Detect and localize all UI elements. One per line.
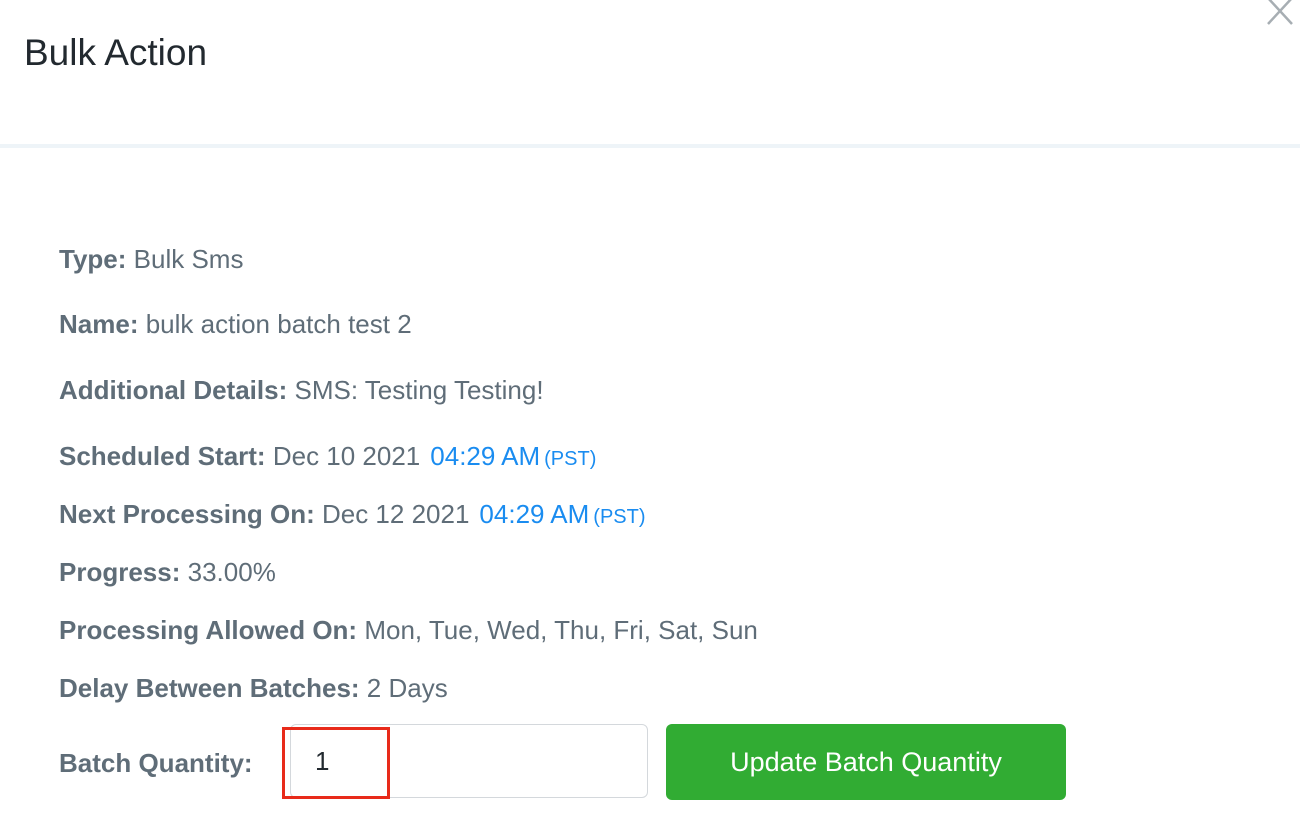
header-divider <box>0 144 1300 148</box>
allowed-on-value: Mon, Tue, Wed, Thu, Fri, Sat, Sun <box>364 615 758 645</box>
delay-value: 2 Days <box>366 673 448 703</box>
close-icon[interactable] <box>1262 0 1298 30</box>
scheduled-start-timezone: (PST) <box>544 448 597 470</box>
detail-scheduled-start: Scheduled Start: Dec 10 2021 04:29 AM (PST… <box>59 440 596 475</box>
detail-allowed-on: Processing Allowed On: Mon, Tue, Wed, Th… <box>59 614 758 646</box>
name-label: Name: <box>59 309 139 339</box>
detail-type: Type: Bulk Sms <box>59 243 243 275</box>
additional-label: Additional Details: <box>59 375 288 405</box>
type-label: Type: <box>59 244 127 274</box>
progress-label: Progress: <box>59 557 181 587</box>
scheduled-start-time: 04:29 AM <box>430 441 541 471</box>
detail-delay: Delay Between Batches: 2 Days <box>59 672 448 704</box>
batch-quantity-label: Batch Quantity: <box>59 747 253 779</box>
update-batch-quantity-button[interactable]: Update Batch Quantity <box>666 724 1066 800</box>
type-value: Bulk Sms <box>133 244 244 274</box>
detail-additional: Additional Details: SMS: Testing Testing… <box>59 374 544 406</box>
delay-label: Delay Between Batches: <box>59 673 360 703</box>
batch-quantity-label-text: Batch Quantity: <box>59 748 253 778</box>
scheduled-start-date: Dec 10 2021 <box>272 441 421 471</box>
detail-next-processing: Next Processing On: Dec 12 2021 04:29 AM(… <box>59 498 646 533</box>
batch-quantity-input[interactable]: 1 <box>290 724 648 798</box>
progress-value: 33.00% <box>187 557 276 587</box>
modal-title: Bulk Action <box>24 32 208 73</box>
detail-progress: Progress: 33.00% <box>59 556 276 588</box>
allowed-on-label: Processing Allowed On: <box>59 615 358 645</box>
additional-value: SMS: Testing Testing! <box>294 375 544 405</box>
next-processing-label: Next Processing On: <box>59 499 315 529</box>
next-processing-time: 04:29 AM <box>479 499 590 529</box>
name-value: bulk action batch test 2 <box>145 309 412 339</box>
next-processing-timezone: (PST) <box>593 506 646 528</box>
detail-name: Name: bulk action batch test 2 <box>59 308 412 340</box>
next-processing-date: Dec 12 2021 <box>321 499 470 529</box>
scheduled-start-label: Scheduled Start: <box>59 441 266 471</box>
